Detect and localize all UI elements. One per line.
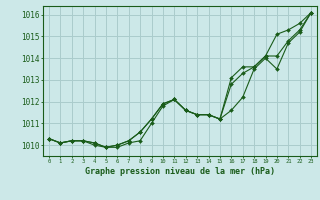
X-axis label: Graphe pression niveau de la mer (hPa): Graphe pression niveau de la mer (hPa) [85, 167, 275, 176]
